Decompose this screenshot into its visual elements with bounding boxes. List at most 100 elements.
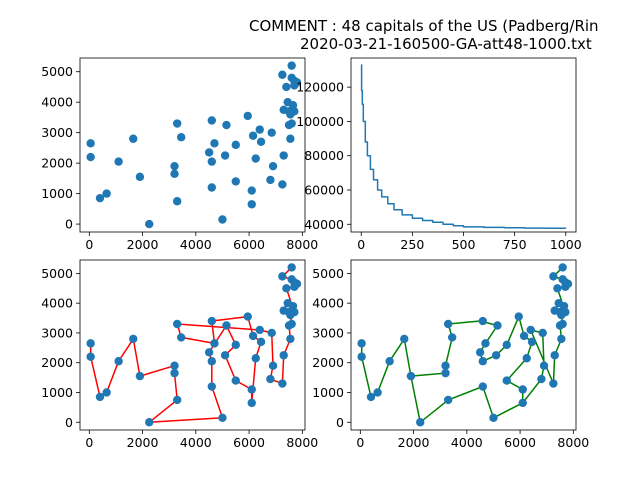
city-point bbox=[279, 151, 288, 160]
city-point bbox=[278, 379, 287, 388]
city-point bbox=[416, 418, 425, 427]
city-point bbox=[366, 392, 376, 402]
city-point bbox=[279, 351, 288, 360]
city-point bbox=[527, 337, 537, 347]
city-point bbox=[114, 357, 123, 366]
city-point bbox=[491, 351, 501, 360]
city-point bbox=[406, 371, 416, 381]
y-tick-label: 1000 bbox=[41, 385, 73, 400]
city-point bbox=[220, 351, 230, 360]
city-point bbox=[278, 272, 287, 281]
city-point bbox=[222, 120, 231, 130]
city-point bbox=[220, 151, 230, 160]
city-point bbox=[86, 139, 95, 148]
city-point bbox=[290, 282, 299, 291]
city-point bbox=[145, 418, 154, 427]
y-tick-label: 3000 bbox=[41, 325, 73, 340]
city-point bbox=[557, 334, 566, 344]
city-point bbox=[207, 316, 217, 326]
city-point bbox=[256, 337, 266, 347]
x-tick-label: 8000 bbox=[286, 435, 318, 450]
city-point bbox=[550, 351, 559, 360]
axes-frame bbox=[350, 57, 577, 233]
city-point bbox=[266, 175, 275, 185]
city-point bbox=[231, 376, 240, 385]
plot-area bbox=[351, 58, 576, 232]
y-tick-label: 0 bbox=[336, 415, 344, 430]
y-tick-label: 2000 bbox=[312, 355, 344, 370]
city-point bbox=[478, 382, 488, 391]
x-tick-label: 0 bbox=[85, 435, 93, 450]
city-point bbox=[286, 334, 295, 344]
convergence-line-panel: 0 250 500 750 1000 40000 60000 80000 100000 12000… bbox=[296, 57, 582, 252]
y-tick-label: 0 bbox=[65, 217, 73, 232]
y-tick-label: 0 bbox=[65, 415, 73, 430]
city-point bbox=[86, 339, 95, 348]
city-point bbox=[218, 413, 227, 422]
city-point bbox=[114, 157, 123, 166]
city-point bbox=[266, 374, 275, 384]
city-point bbox=[441, 361, 450, 370]
city-point bbox=[231, 177, 240, 186]
city-point bbox=[385, 357, 394, 366]
city-point bbox=[558, 263, 567, 272]
y-tick-label: 5000 bbox=[41, 266, 73, 281]
y-tick-label: 120000 bbox=[296, 80, 344, 95]
city-point bbox=[282, 82, 291, 92]
city-point bbox=[267, 328, 276, 338]
x-tick-label: 4000 bbox=[180, 435, 212, 450]
y-tick-label: 5000 bbox=[41, 64, 73, 79]
city-point bbox=[287, 263, 296, 272]
city-point bbox=[172, 119, 182, 128]
plot-area bbox=[80, 260, 305, 430]
y-tick-label: 1000 bbox=[312, 385, 344, 400]
y-tick-label: 100000 bbox=[296, 114, 344, 129]
x-tick-label: 500 bbox=[452, 237, 476, 252]
city-point bbox=[357, 339, 366, 348]
x-tick-label: 250 bbox=[400, 237, 424, 252]
city-point bbox=[248, 331, 258, 341]
x-tick-label: 6000 bbox=[233, 435, 265, 450]
city-point bbox=[282, 284, 291, 293]
city-point bbox=[176, 133, 186, 142]
city-point bbox=[86, 152, 95, 162]
x-tick-label: 0 bbox=[356, 435, 364, 450]
city-point bbox=[207, 382, 217, 391]
city-point bbox=[493, 321, 502, 330]
city-point bbox=[218, 215, 227, 224]
city-point bbox=[514, 312, 523, 321]
city-point bbox=[287, 61, 296, 70]
city-point bbox=[231, 140, 240, 150]
city-point bbox=[170, 368, 179, 378]
city-point bbox=[86, 352, 95, 361]
city-point bbox=[222, 321, 231, 330]
city-point bbox=[255, 125, 264, 134]
city-point bbox=[268, 361, 278, 370]
x-tick-label: 2000 bbox=[127, 237, 159, 252]
city-point bbox=[537, 374, 546, 384]
city-point bbox=[267, 128, 276, 137]
x-tick-label: 1000 bbox=[550, 237, 582, 252]
city-point bbox=[135, 371, 145, 381]
city-point bbox=[251, 154, 260, 163]
city-point bbox=[247, 186, 256, 195]
y-tick-label: 3000 bbox=[41, 125, 73, 140]
city-point bbox=[478, 316, 488, 326]
city-point bbox=[204, 348, 214, 357]
city-point bbox=[207, 157, 217, 166]
green-route-panel: 0 2000 4000 6000 8000 0 1000 2000 3000 4000 5000 bbox=[312, 259, 589, 450]
x-tick-label: 4000 bbox=[451, 435, 483, 450]
y-tick-label: 2000 bbox=[41, 156, 73, 171]
x-tick-label: 8000 bbox=[286, 237, 318, 252]
city-point bbox=[290, 107, 299, 116]
city-point bbox=[284, 321, 294, 330]
city-point bbox=[268, 161, 278, 171]
y-tick-label: 1000 bbox=[41, 186, 73, 201]
city-point bbox=[251, 354, 260, 363]
y-tick-label: 4000 bbox=[41, 296, 73, 311]
city-point bbox=[357, 352, 366, 361]
city-point bbox=[135, 172, 145, 182]
x-tick-label: 2000 bbox=[127, 435, 159, 450]
city-point bbox=[290, 307, 299, 317]
